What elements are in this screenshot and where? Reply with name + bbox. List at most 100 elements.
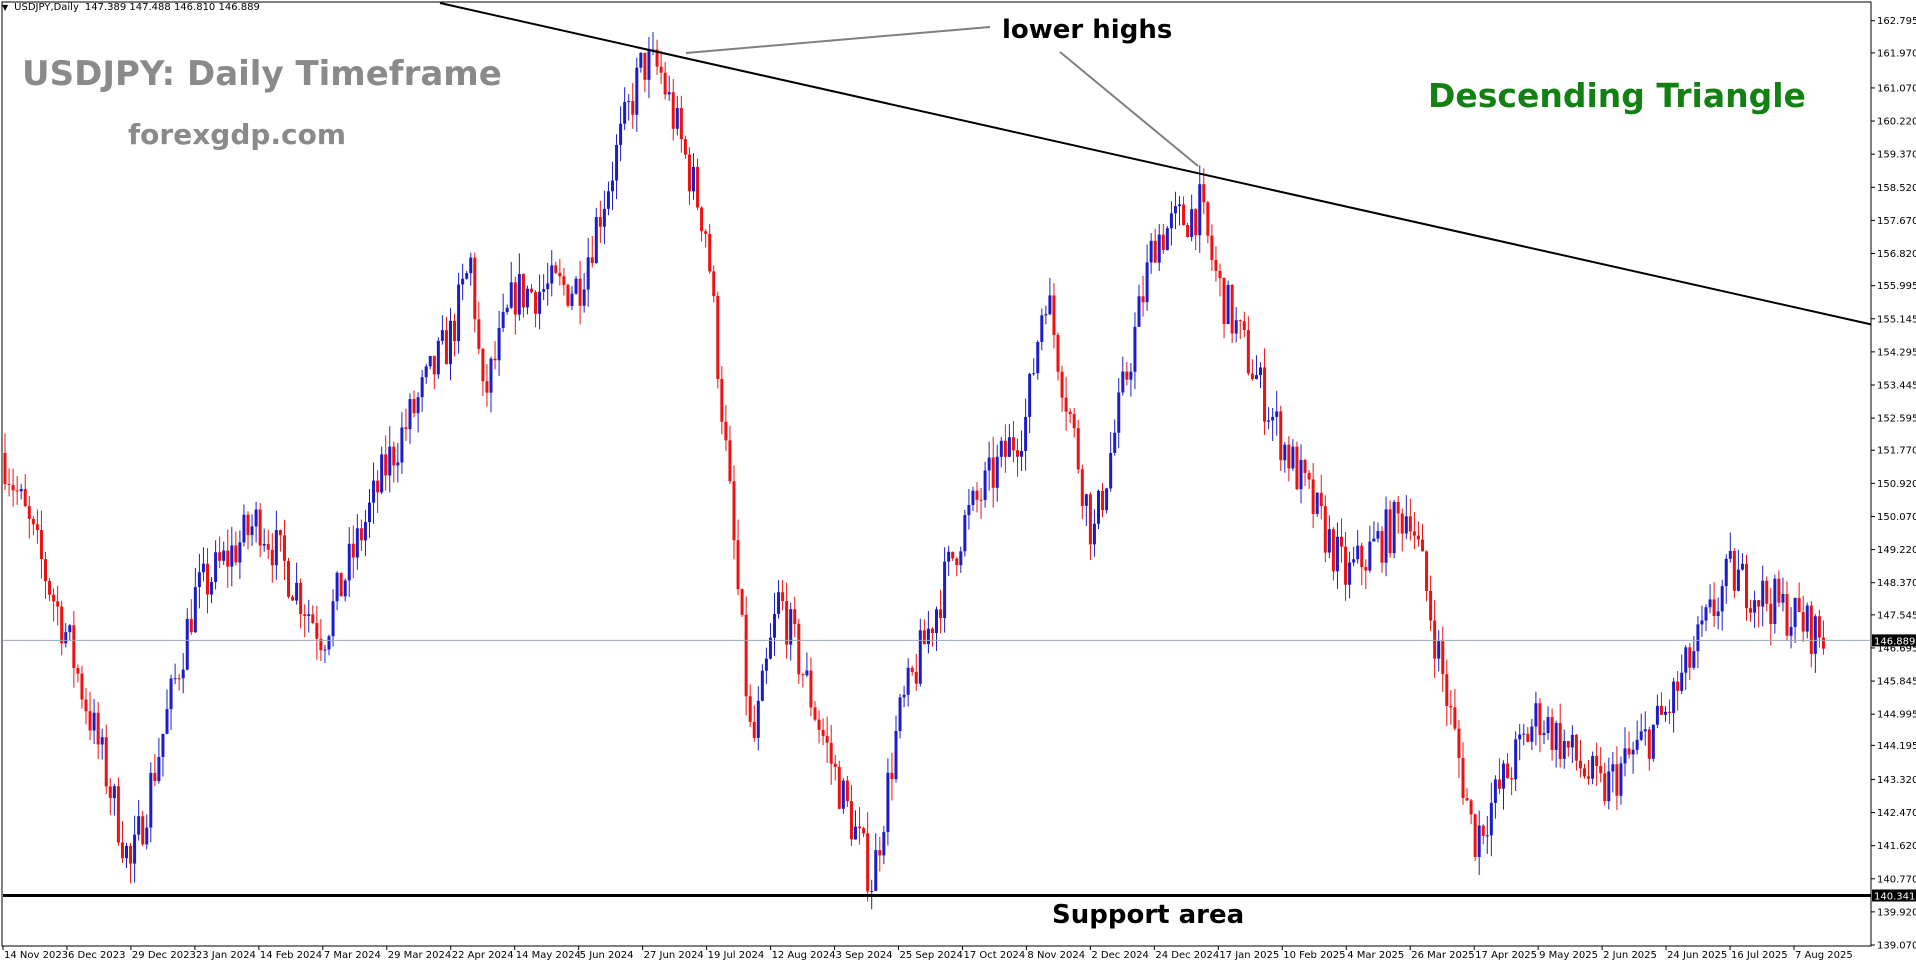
candle-body	[1400, 513, 1404, 534]
current-price-tag: 146.889	[1872, 634, 1916, 647]
candle-body	[1392, 501, 1396, 554]
candle-body	[1664, 711, 1667, 715]
candle-body	[137, 816, 141, 835]
candle-body	[1745, 563, 1748, 609]
candle-body	[1003, 440, 1007, 457]
candle-body	[1542, 733, 1546, 736]
candle-body	[1076, 428, 1080, 470]
candle-body	[712, 271, 716, 296]
y-tick-label: 162.795	[1877, 16, 1916, 27]
candle-body	[1246, 329, 1250, 374]
candle-body	[1534, 703, 1538, 727]
candle-body	[157, 756, 161, 782]
candle-body	[708, 233, 712, 272]
candle-body	[1481, 825, 1485, 836]
candle-body	[773, 613, 776, 638]
candle-body	[270, 549, 274, 566]
candle-body	[299, 582, 303, 615]
candle-body	[752, 721, 756, 738]
y-tick-label: 145.845	[1877, 677, 1916, 688]
y-tick-label: 139.920	[1877, 907, 1916, 918]
candle-body	[623, 102, 627, 124]
candle-body	[52, 594, 56, 602]
candle-body	[493, 358, 497, 361]
candle-body	[1809, 605, 1813, 654]
candle-body	[1493, 779, 1497, 803]
candle-body	[469, 257, 473, 274]
watermark-site: forexgdp.com	[128, 118, 347, 151]
candle-body	[1623, 748, 1627, 764]
candle-body	[400, 427, 404, 463]
descending-trendline[interactable]	[439, 2, 1872, 326]
candle-body	[979, 499, 983, 501]
candle-body	[926, 628, 930, 645]
candle-body	[1149, 240, 1153, 263]
candle-body	[1761, 580, 1765, 607]
time-axis[interactable]: 14 Nov 2023 6 Dec 2023 29 Dec 2023 23 Jan 2…	[2, 946, 1853, 961]
candle-body	[631, 101, 635, 115]
x-tick-label: 17 Jan 2025	[1219, 950, 1279, 961]
candle-body	[1352, 559, 1356, 563]
candle-body	[76, 668, 80, 674]
dropdown-arrow-icon[interactable]: ▼	[2, 2, 9, 12]
candle-body	[1210, 235, 1214, 260]
candle-body	[327, 636, 331, 650]
candle-body	[785, 601, 789, 645]
candle-body	[1724, 558, 1728, 587]
candle-body	[1562, 740, 1566, 759]
candle-body	[1425, 551, 1429, 591]
candle-body	[659, 66, 663, 73]
candle-body	[1631, 749, 1635, 755]
candle-body	[453, 320, 457, 342]
candle-body	[347, 543, 351, 581]
candle-body	[525, 288, 529, 308]
candle-body	[1408, 516, 1412, 532]
candle-body	[1214, 259, 1218, 271]
candle-body	[1044, 314, 1048, 316]
candle-body	[1404, 516, 1408, 534]
candle-body	[951, 551, 955, 559]
candle-body	[287, 560, 290, 597]
candle-body	[1785, 594, 1789, 636]
candle-body	[404, 427, 408, 430]
candle-body	[756, 700, 760, 738]
candle-body	[116, 786, 120, 843]
candle-body	[935, 609, 938, 633]
candle-body	[983, 470, 987, 501]
candle-body	[963, 515, 967, 552]
candle-body	[376, 480, 380, 493]
candle-body	[1206, 202, 1210, 236]
candle-body	[100, 737, 104, 745]
x-tick-label: 6 Dec 2023	[68, 950, 126, 961]
candle-body	[1173, 206, 1177, 214]
candle-body	[611, 180, 614, 192]
candle-body	[562, 276, 566, 285]
candle-body	[1769, 603, 1773, 624]
candle-body	[914, 671, 918, 684]
lower-highs-label: lower highs	[1002, 15, 1173, 45]
candle-body	[133, 834, 137, 864]
candle-body	[894, 731, 898, 780]
candle-body	[959, 551, 963, 566]
candle-body	[517, 273, 521, 315]
candle-body	[1655, 705, 1659, 725]
candle-body	[339, 572, 343, 597]
candle-body	[72, 625, 76, 669]
candle-body	[521, 273, 525, 308]
candle-body	[967, 505, 971, 516]
symbol-label: USDJPY,Daily	[14, 1, 79, 13]
candle-body	[890, 772, 894, 780]
candle-body	[177, 678, 181, 680]
price-axis[interactable]: 162.795 161.970 161.070 160.220 159.370 158.5…	[1871, 16, 1916, 952]
y-tick-label: 154.295	[1877, 347, 1916, 358]
x-tick-label: 22 Apr 2024	[452, 950, 514, 961]
candle-body	[619, 123, 623, 145]
candle-body	[655, 49, 659, 67]
candle-body	[1550, 717, 1554, 750]
candle-body	[1526, 733, 1530, 742]
candle-body	[1396, 501, 1400, 514]
candle-body	[1109, 452, 1113, 489]
candle-body	[878, 850, 882, 856]
candle-body	[1510, 778, 1514, 780]
